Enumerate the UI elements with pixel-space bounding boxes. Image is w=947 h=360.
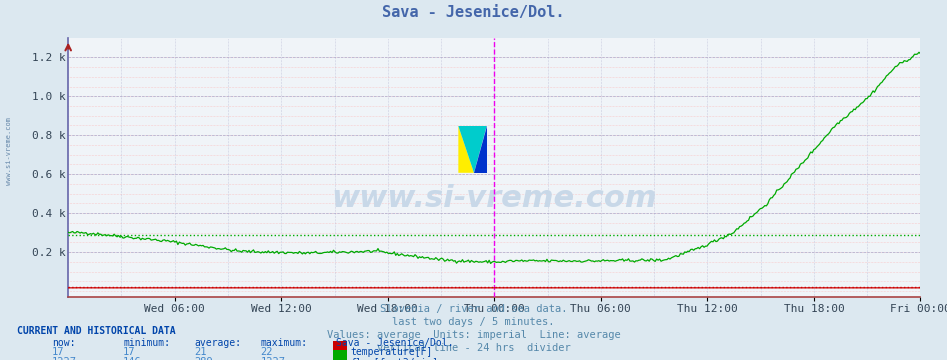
Text: minimum:: minimum:	[123, 338, 170, 348]
Polygon shape	[474, 126, 487, 173]
Polygon shape	[458, 126, 474, 173]
Text: now:: now:	[52, 338, 76, 348]
Text: 1227: 1227	[52, 357, 77, 360]
Text: 21: 21	[194, 347, 206, 357]
Text: temperature[F]: temperature[F]	[350, 347, 433, 357]
Text: 17: 17	[123, 347, 135, 357]
Text: 146: 146	[123, 357, 142, 360]
Text: 289: 289	[194, 357, 213, 360]
Text: Sava - Jesenice/Dol.: Sava - Jesenice/Dol.	[383, 5, 564, 21]
Text: last two days / 5 minutes.: last two days / 5 minutes.	[392, 317, 555, 327]
Text: www.si-vreme.com: www.si-vreme.com	[331, 184, 657, 213]
Text: 22: 22	[260, 347, 273, 357]
Text: www.si-vreme.com: www.si-vreme.com	[7, 117, 12, 185]
Text: flow[foot3/min]: flow[foot3/min]	[350, 357, 438, 360]
Text: 1227: 1227	[260, 357, 285, 360]
Text: Values: average  Units: imperial  Line: average: Values: average Units: imperial Line: av…	[327, 330, 620, 340]
Text: CURRENT AND HISTORICAL DATA: CURRENT AND HISTORICAL DATA	[17, 326, 176, 336]
Text: Sava - Jesenice/Dol.: Sava - Jesenice/Dol.	[336, 338, 454, 348]
Text: 17: 17	[52, 347, 64, 357]
Text: vertical line - 24 hrs  divider: vertical line - 24 hrs divider	[377, 343, 570, 353]
Text: maximum:: maximum:	[260, 338, 308, 348]
Polygon shape	[458, 126, 487, 173]
Text: average:: average:	[194, 338, 241, 348]
Text: Slovenia / river and sea data.: Slovenia / river and sea data.	[380, 304, 567, 314]
